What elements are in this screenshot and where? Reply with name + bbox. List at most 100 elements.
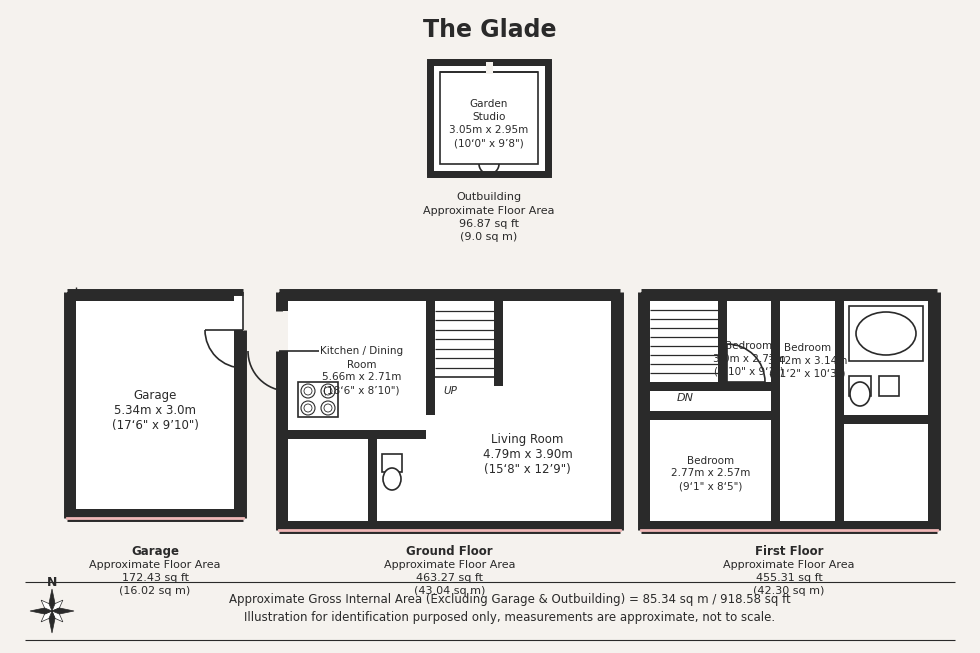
Text: Ground Floor: Ground Floor [406, 545, 493, 558]
Bar [641, 292, 650, 530]
Text: Garden: Garden [469, 99, 509, 109]
Circle shape [304, 404, 312, 412]
Text: N: N [47, 575, 57, 588]
Text: Garage: Garage [133, 389, 176, 402]
Ellipse shape [850, 382, 870, 406]
Text: DN: DN [676, 393, 694, 403]
Bar [288, 430, 426, 439]
Text: 3.05m x 2.95m: 3.05m x 2.95m [450, 125, 528, 135]
Polygon shape [49, 611, 55, 633]
Bar [928, 292, 937, 530]
Text: Bedroom: Bedroom [725, 341, 772, 351]
Bar [718, 301, 727, 382]
Bar [430, 62, 548, 72]
Text: First Floor: First Floor [755, 545, 823, 558]
Text: Approximate Floor Area: Approximate Floor Area [384, 560, 515, 570]
Text: Studio: Studio [472, 112, 506, 122]
Circle shape [324, 387, 332, 395]
Bar [641, 292, 937, 301]
Text: 96.87 sq ft: 96.87 sq ft [459, 219, 519, 229]
Bar [879, 376, 899, 396]
Ellipse shape [383, 468, 401, 490]
Bar [844, 415, 928, 424]
Bar [67, 292, 76, 518]
Bar [430, 62, 548, 174]
Text: Outbuilding: Outbuilding [457, 192, 521, 202]
Polygon shape [41, 611, 52, 622]
Text: (16.02 sq m): (16.02 sq m) [120, 586, 191, 596]
Text: (42.30 sq m): (42.30 sq m) [754, 586, 825, 596]
Bar [650, 382, 771, 391]
Polygon shape [49, 589, 55, 611]
Text: (43.04 sq m): (43.04 sq m) [414, 586, 485, 596]
Circle shape [301, 384, 315, 398]
Text: (11‘2" x 10‘3"): (11‘2" x 10‘3") [769, 369, 846, 379]
Text: RUSSELL
McTAGGART
trusted since 1947: RUSSELL McTAGGART trusted since 1947 [304, 374, 597, 466]
Bar [67, 509, 243, 518]
Bar [67, 292, 243, 301]
Circle shape [321, 401, 335, 415]
Text: Approximate Floor Area: Approximate Floor Area [89, 560, 220, 570]
Bar [279, 521, 620, 530]
Polygon shape [41, 600, 52, 611]
Text: (15‘8" x 12’9"): (15‘8" x 12’9") [484, 463, 571, 476]
Circle shape [301, 401, 315, 415]
Bar [499, 164, 548, 174]
Polygon shape [30, 608, 52, 614]
Bar [611, 292, 620, 530]
Text: Bedroom: Bedroom [687, 456, 734, 466]
Text: Kitchen / Dining: Kitchen / Dining [319, 347, 403, 357]
Text: (17‘6" x 9’10"): (17‘6" x 9’10") [112, 419, 198, 432]
Bar [426, 301, 435, 415]
Bar [67, 292, 243, 518]
Circle shape [324, 404, 332, 412]
Bar [494, 301, 503, 386]
Bar [234, 292, 243, 330]
Bar [835, 301, 844, 521]
Text: 172.43 sq ft: 172.43 sq ft [122, 573, 188, 583]
Text: 455.31 sq ft: 455.31 sq ft [756, 573, 822, 583]
Polygon shape [52, 611, 63, 622]
Bar [234, 292, 243, 518]
Text: 3.0m x 2.77m: 3.0m x 2.77m [712, 354, 785, 364]
Text: Approximate Floor Area: Approximate Floor Area [423, 206, 555, 216]
Bar [368, 439, 377, 521]
Text: (9‘1" x 8‘5"): (9‘1" x 8‘5") [679, 481, 742, 492]
Polygon shape [52, 600, 63, 611]
Bar [650, 411, 771, 420]
Text: 2.77m x 2.57m: 2.77m x 2.57m [671, 468, 750, 479]
Bar [538, 62, 548, 174]
Text: Garage: Garage [131, 545, 179, 558]
Bar [430, 62, 440, 174]
Bar [382, 454, 402, 472]
Text: (9‘10" x 9‘1"): (9‘10" x 9‘1") [714, 367, 784, 377]
Text: 4.79m x 3.90m: 4.79m x 3.90m [482, 448, 572, 461]
Circle shape [304, 387, 312, 395]
Bar [485, 62, 493, 74]
Circle shape [321, 384, 335, 398]
Bar [279, 311, 288, 351]
Text: Room: Room [347, 360, 376, 370]
Text: The Glade: The Glade [423, 18, 557, 42]
Text: Approximate Floor Area: Approximate Floor Area [723, 560, 855, 570]
Bar [279, 292, 620, 301]
Text: Living Room: Living Room [491, 433, 564, 446]
Bar [641, 292, 937, 530]
Bar [849, 376, 871, 396]
Bar [430, 164, 479, 174]
Text: (18‘6" x 8’10"): (18‘6" x 8’10") [323, 385, 400, 396]
Polygon shape [52, 608, 74, 614]
Text: UP: UP [443, 386, 457, 396]
Bar [849, 306, 923, 361]
Text: Bedroom: Bedroom [784, 343, 831, 353]
Bar [298, 382, 338, 417]
Bar [771, 301, 780, 521]
Ellipse shape [856, 312, 916, 355]
Text: 5.34m x 3.0m: 5.34m x 3.0m [114, 404, 196, 417]
Text: Illustration for identification purposed only, measurements are approximate, not: Illustration for identification purposed… [244, 611, 775, 624]
Text: (10‘0" x 9’8"): (10‘0" x 9’8") [454, 138, 524, 148]
Bar [279, 292, 288, 530]
Bar [440, 72, 538, 164]
Bar [279, 292, 620, 530]
Text: 5.66m x 2.71m: 5.66m x 2.71m [321, 372, 401, 383]
